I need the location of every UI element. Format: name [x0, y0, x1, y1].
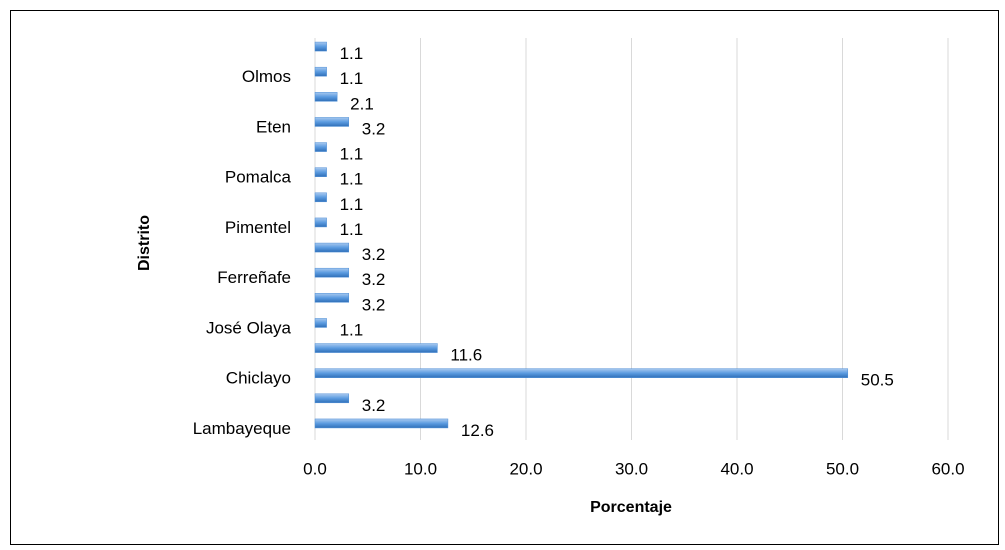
- x-tick-label: 50.0: [826, 459, 859, 478]
- bar: [314, 66, 327, 77]
- bar: [314, 142, 327, 152]
- bar: [314, 92, 338, 102]
- bar: [314, 368, 849, 378]
- data-label: 1.1: [340, 69, 364, 88]
- bar: [314, 293, 350, 303]
- data-label: 1.1: [340, 44, 364, 63]
- x-tick-label: 30.0: [615, 459, 648, 478]
- y-tick-label: Chiclayo: [226, 369, 291, 388]
- x-tick-label: 20.0: [509, 459, 542, 478]
- x-tick-label: 0.0: [303, 459, 327, 478]
- x-axis-title: Porcentaje: [590, 499, 672, 516]
- y-tick-label: Olmos: [242, 67, 291, 86]
- y-tick-label: Ferreñafe: [217, 268, 291, 287]
- x-tick-label: 40.0: [720, 459, 753, 478]
- data-label: 2.1: [350, 94, 374, 113]
- data-label: 50.5: [861, 371, 894, 390]
- x-tick-label: 60.0: [931, 459, 964, 478]
- y-axis-title: Distrito: [136, 215, 153, 271]
- bar: [314, 267, 350, 278]
- data-label: 1.1: [340, 195, 364, 214]
- bar: [314, 41, 327, 52]
- y-tick-label: Lambayeque: [193, 419, 291, 438]
- y-tick-label: Eten: [256, 117, 291, 136]
- chart-border: [10, 10, 999, 545]
- bar: [314, 192, 327, 203]
- data-label: 12.6: [461, 421, 494, 440]
- data-label: 1.1: [340, 220, 364, 239]
- y-tick-label: José Olaya: [206, 318, 292, 337]
- bar: [314, 117, 350, 127]
- bar: [314, 418, 449, 429]
- bar: [314, 217, 327, 228]
- bar: [314, 343, 438, 353]
- bar: [314, 242, 350, 253]
- data-label: 3.2: [362, 396, 386, 415]
- bar: [314, 393, 350, 404]
- x-tick-label: 10.0: [404, 459, 437, 478]
- data-label: 3.2: [362, 295, 386, 314]
- data-label: 3.2: [362, 119, 386, 138]
- bar: [314, 318, 327, 328]
- y-tick-label: Pimentel: [225, 218, 291, 237]
- data-label: 3.2: [362, 270, 386, 289]
- y-tick-label: Pomalca: [225, 168, 292, 187]
- data-label: 1.1: [340, 145, 364, 164]
- data-label: 1.1: [340, 170, 364, 189]
- data-label: 3.2: [362, 245, 386, 264]
- bar: [314, 167, 327, 177]
- data-label: 11.6: [450, 346, 482, 365]
- data-label: 1.1: [340, 320, 364, 339]
